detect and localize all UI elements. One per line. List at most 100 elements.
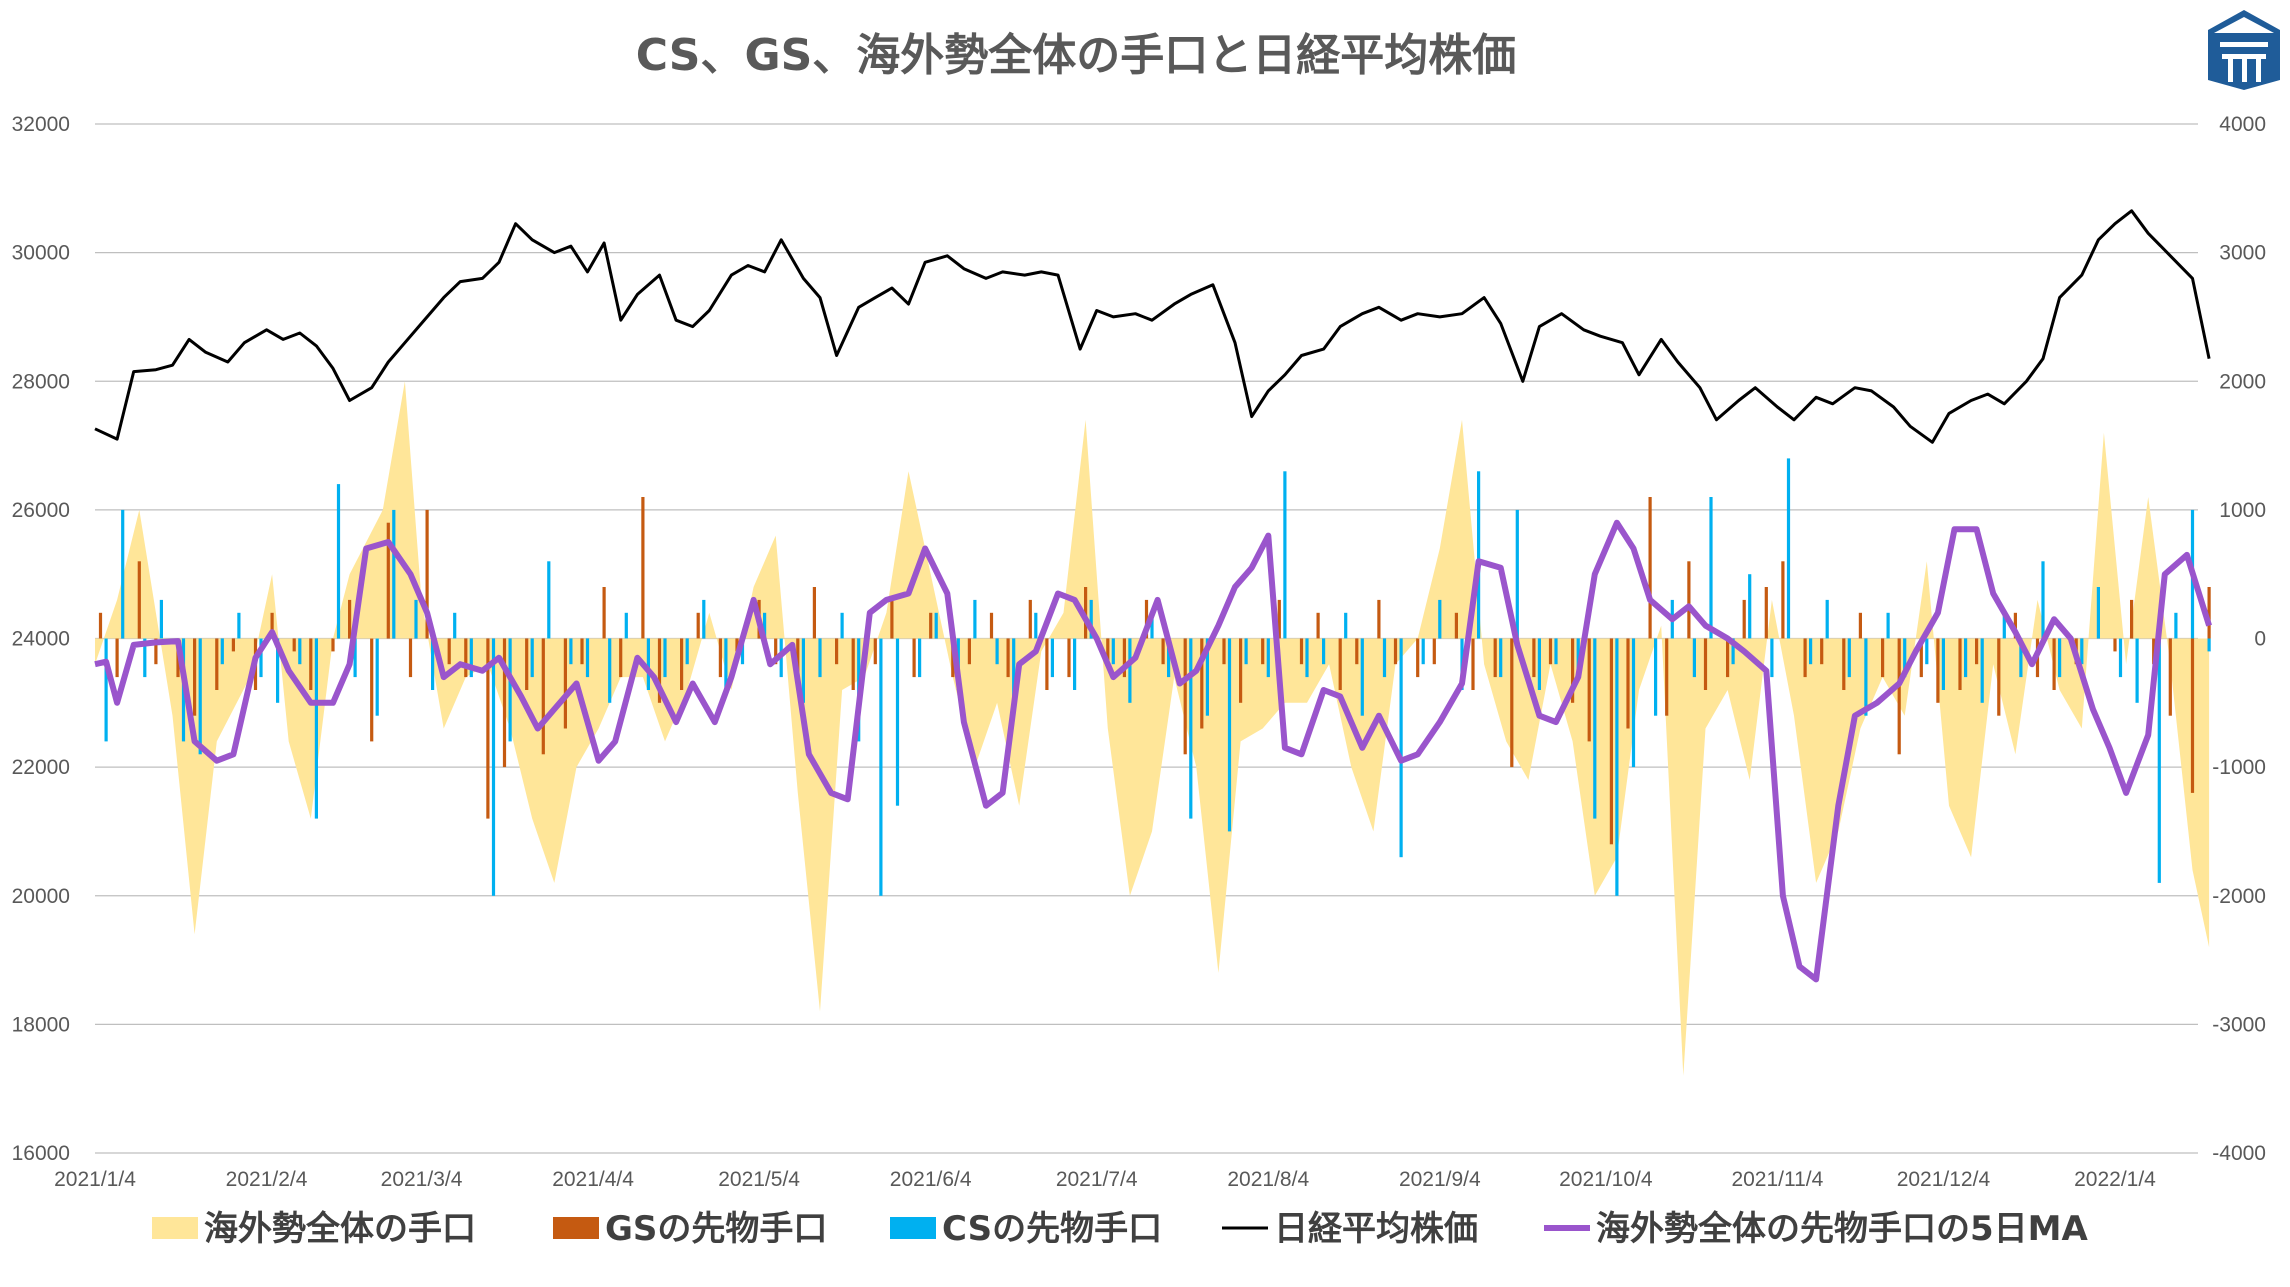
legend-item-total-flow-swatch	[152, 1217, 198, 1239]
gs-bar	[1183, 638, 1187, 755]
cs-bar	[1421, 638, 1425, 665]
cs-bar	[2080, 638, 2084, 665]
gs-bar	[796, 638, 800, 678]
cs-bar	[1903, 638, 1907, 678]
gs-bar	[137, 561, 141, 639]
cs-bar	[508, 638, 512, 742]
left-tick-label: 18000	[12, 1013, 70, 1036]
cs-bar	[1515, 509, 1519, 639]
total-flow-area-shape	[95, 381, 2210, 1076]
right-tick-label: -4000	[2212, 1142, 2266, 1165]
gs-bar	[447, 638, 451, 665]
nikkei-line	[94, 209, 2211, 444]
left-axis-tick-labels: 16000 18000 20000 22000 24000 26000 28000 30000…	[12, 113, 70, 1165]
gs-bar	[215, 638, 219, 690]
cs-bar	[1128, 638, 1132, 703]
legend-item-nikkei-label: 日経平均株価	[1274, 1209, 1478, 1249]
cs-bar	[2096, 587, 2100, 639]
x-tick-label: 2021/4/4	[552, 1168, 634, 1191]
legend-item-ma-label: 海外勢全体の先物手口の5日MA	[1596, 1209, 2088, 1249]
gs-bar	[270, 612, 274, 639]
cs-bar	[1654, 638, 1658, 716]
cs-bar	[934, 612, 938, 639]
cs-bar	[2019, 638, 2023, 678]
gs-bar	[1355, 638, 1359, 665]
cs-bar	[1941, 638, 1945, 690]
gs-bar	[929, 612, 933, 639]
left-tick-label: 24000	[12, 628, 70, 651]
cs-bar	[2157, 638, 2161, 883]
cs-bar	[1012, 638, 1016, 703]
legend-item-total-flow-label: 海外勢全体の手口	[204, 1209, 476, 1249]
cs-bar	[1925, 638, 1929, 665]
cs-bar	[1864, 638, 1868, 716]
gs-bar	[619, 638, 623, 678]
gs-bar	[115, 638, 119, 678]
cs-bar	[1964, 638, 1968, 678]
cs-bar	[1189, 638, 1193, 819]
cs-bar	[237, 612, 241, 639]
gs-bar	[309, 638, 313, 690]
gs-bar	[1045, 638, 1049, 690]
cs-bar	[608, 638, 612, 703]
gridlines	[95, 123, 2198, 1154]
gs-bar	[502, 638, 507, 768]
cs-bar	[973, 599, 977, 639]
gs-bar	[657, 638, 662, 703]
cs-bar	[1825, 599, 1829, 639]
gs-bar	[1742, 599, 1746, 639]
left-tick-label: 28000	[12, 370, 70, 393]
cs-bar	[1344, 612, 1348, 639]
cs-bar	[2207, 638, 2211, 652]
cs-bar	[840, 612, 844, 639]
x-tick-label: 2021/2/4	[226, 1168, 308, 1191]
gs-bar	[1532, 638, 1536, 678]
cs-bar	[1266, 638, 1270, 678]
gs-bar	[680, 638, 684, 690]
gs-bar	[718, 638, 722, 678]
x-tick-label: 2021/8/4	[1227, 1168, 1309, 1191]
cs-bar	[1731, 638, 1735, 665]
cs-bar	[1244, 638, 1248, 665]
left-tick-label: 20000	[12, 885, 70, 908]
cs-bar	[1073, 638, 1077, 690]
gs-bar	[1897, 638, 1901, 755]
cs-bar	[1399, 638, 1403, 858]
gs-bar	[890, 599, 894, 639]
cs-bar	[220, 638, 224, 665]
cs-bar	[1786, 458, 1791, 639]
gs-bar	[1609, 638, 1613, 845]
left-tick-label: 30000	[12, 242, 70, 265]
x-tick-label: 2022/1/4	[2074, 1168, 2156, 1191]
gs-bar	[425, 509, 429, 639]
right-tick-label: 0	[2254, 628, 2266, 651]
cs-bar	[1050, 638, 1054, 678]
left-tick-label: 16000	[12, 1142, 70, 1165]
cs-bar	[685, 638, 689, 665]
gs-bar	[1432, 638, 1436, 665]
right-tick-label: 1000	[2219, 499, 2266, 522]
cs-bar	[1499, 638, 1503, 678]
gs-bar	[912, 638, 916, 678]
gs-bar	[1764, 587, 1768, 639]
gs-bar	[1703, 638, 1708, 690]
cs-bar	[1847, 638, 1851, 678]
cs-bar	[276, 638, 280, 703]
cs-bar	[1034, 612, 1038, 639]
gs-bar	[735, 638, 739, 652]
gs-bar	[1858, 612, 1862, 639]
cs-bar	[159, 599, 163, 639]
gs-bar	[1571, 638, 1575, 703]
gs-bar	[2052, 638, 2056, 690]
gs-bar	[386, 522, 390, 639]
gs-bar	[989, 612, 994, 639]
gs-bar	[1936, 638, 1940, 703]
right-tick-label: 4000	[2219, 113, 2266, 136]
gs-bar	[1261, 638, 1265, 665]
gs-bar	[1316, 612, 1320, 639]
cs-bar	[121, 509, 125, 639]
cs-bar	[298, 638, 302, 665]
cs-bar	[2135, 638, 2139, 703]
gs-bar	[2152, 638, 2156, 665]
